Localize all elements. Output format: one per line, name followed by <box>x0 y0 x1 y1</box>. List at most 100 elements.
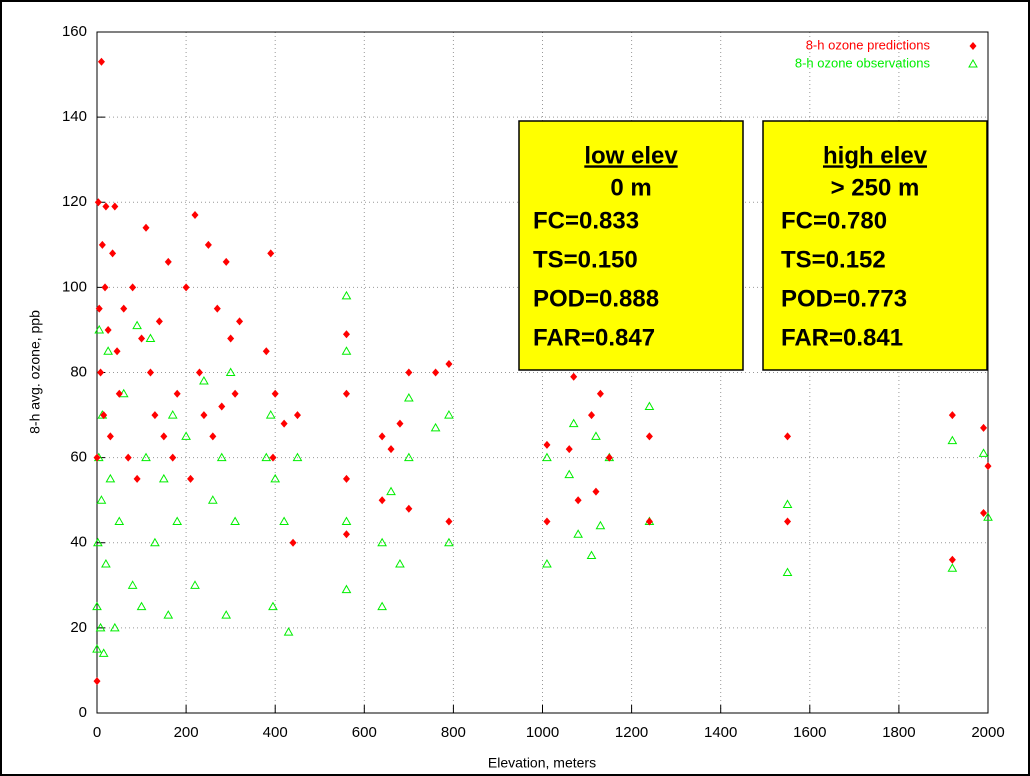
point <box>141 452 151 462</box>
point <box>396 419 404 428</box>
point <box>97 368 105 377</box>
point <box>191 211 199 220</box>
point <box>92 644 102 653</box>
point <box>283 627 294 636</box>
point <box>387 445 395 454</box>
point <box>133 474 141 483</box>
point <box>195 368 203 377</box>
point <box>93 453 101 462</box>
point <box>978 448 989 457</box>
point <box>136 601 147 611</box>
legend-label: 8-h ozone observations <box>795 55 931 70</box>
point <box>204 240 212 249</box>
x-tick-label: 1800 <box>882 724 915 741</box>
plot-border <box>96 31 989 714</box>
point <box>200 411 208 420</box>
legend-marker <box>969 42 977 50</box>
point <box>216 452 227 462</box>
point <box>269 453 277 462</box>
point <box>591 431 601 440</box>
point <box>209 432 217 441</box>
point <box>948 555 956 564</box>
annotation-subheading: > 250 m <box>831 174 920 201</box>
x-tick-label: 2000 <box>971 724 1004 741</box>
point <box>342 330 350 339</box>
point <box>542 452 552 462</box>
point <box>293 411 301 420</box>
point <box>265 410 276 419</box>
point <box>101 559 111 568</box>
annotation-line: FAR=0.847 <box>533 324 655 351</box>
point <box>568 418 579 428</box>
point <box>182 283 190 292</box>
point <box>280 419 288 428</box>
point <box>543 440 551 449</box>
point <box>113 347 121 356</box>
point <box>980 423 988 432</box>
point <box>213 304 221 313</box>
annotation-box <box>762 120 988 371</box>
point <box>289 538 297 547</box>
point <box>155 317 163 326</box>
point <box>341 346 352 355</box>
point <box>592 487 600 496</box>
point <box>983 512 993 521</box>
point <box>644 401 655 411</box>
point <box>111 202 119 211</box>
point <box>227 334 235 343</box>
x-tick-label: 0 <box>93 724 101 741</box>
point <box>341 584 352 594</box>
point <box>279 516 289 525</box>
point <box>645 517 653 526</box>
point <box>230 516 240 525</box>
annotation-heading: low elev <box>584 142 678 169</box>
point <box>109 622 120 632</box>
point <box>146 368 154 377</box>
point <box>782 567 793 577</box>
annotation-line: TS=0.150 <box>533 246 638 273</box>
point <box>605 453 613 462</box>
point <box>342 530 350 539</box>
x-tick-label: 800 <box>441 724 466 741</box>
point <box>342 389 350 398</box>
annotation-line: TS=0.152 <box>781 246 886 273</box>
point <box>405 368 413 377</box>
point <box>151 411 159 420</box>
y-axis-label: 8-h avg. ozone, ppb <box>27 310 43 434</box>
point <box>172 516 183 525</box>
point <box>444 410 454 419</box>
point <box>222 257 230 266</box>
point <box>570 372 578 381</box>
point <box>784 432 792 441</box>
point <box>595 520 606 530</box>
legend-label: 8-h ozone predictions <box>806 37 931 52</box>
x-tick-label: 1400 <box>704 724 737 741</box>
point <box>92 601 102 611</box>
point <box>980 508 988 517</box>
point <box>115 389 123 398</box>
point <box>129 283 137 292</box>
point <box>271 389 279 398</box>
point <box>218 402 226 411</box>
point <box>342 474 350 483</box>
annotation-heading: high elev <box>823 142 928 169</box>
point <box>262 347 270 356</box>
point <box>378 432 386 441</box>
y-tick-label: 160 <box>62 23 87 40</box>
point <box>207 495 218 504</box>
legend-marker <box>968 58 978 68</box>
point <box>173 389 181 398</box>
point <box>574 496 582 505</box>
point <box>101 283 109 292</box>
point <box>341 516 352 525</box>
point <box>160 432 168 441</box>
point <box>114 516 125 525</box>
annotation-line: FC=0.780 <box>781 207 887 234</box>
point <box>564 469 575 479</box>
point <box>98 648 109 657</box>
point <box>405 504 413 513</box>
point <box>586 550 597 560</box>
